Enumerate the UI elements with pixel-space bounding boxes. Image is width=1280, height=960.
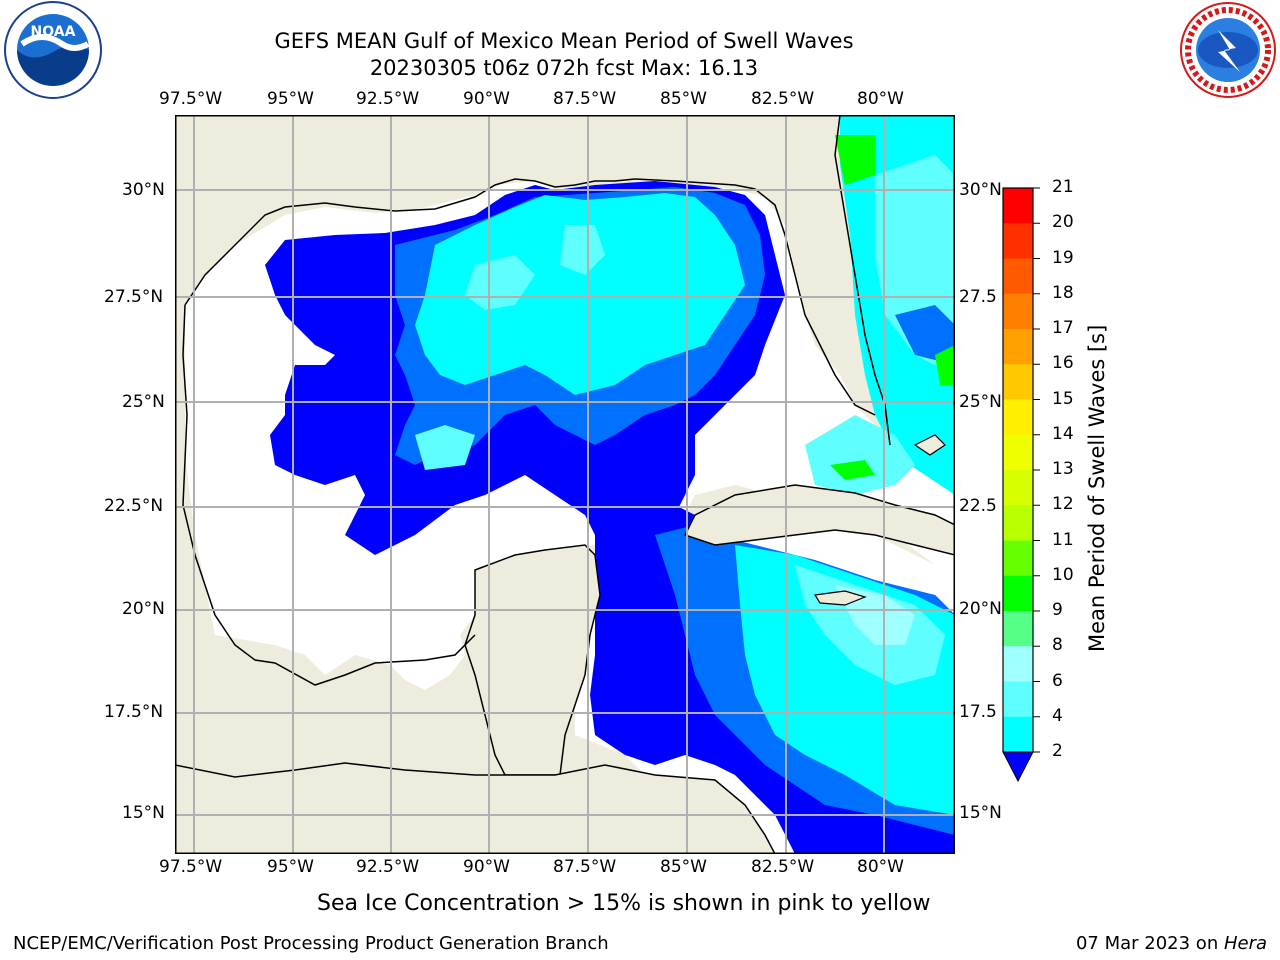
map-subtitle: 20230305 t06z 072h fcst Max: 16.13 — [369, 56, 759, 80]
atlantic-blue — [895, 305, 955, 365]
lon-label: 85°W — [660, 857, 707, 877]
colorbar-segment — [1003, 575, 1033, 612]
colorbar-segment — [1003, 716, 1033, 753]
yucatan-land — [464, 544, 601, 776]
footer-date-text: 07 Mar 2023 on — [1075, 933, 1224, 954]
colorbar-segment — [1003, 505, 1033, 541]
sea-ice-note: Sea Ice Concentration > 15% is shown in … — [317, 891, 931, 916]
nws-logo — [1180, 2, 1276, 98]
swell-6-8-gulf — [415, 193, 745, 395]
colorbar-tick-label: 14 — [1052, 423, 1074, 444]
colorbar — [1002, 187, 1040, 783]
lat-label: 17.5 — [959, 702, 997, 722]
colorbar-tick-label: 4 — [1052, 705, 1063, 726]
lon-label: 90°W — [463, 857, 510, 877]
colorbar-tick-label: 6 — [1052, 670, 1063, 691]
lat-label: 30°N — [959, 180, 1002, 200]
colorbar-segments — [1003, 188, 1033, 753]
lat-label: 17.5°N — [104, 702, 164, 722]
footer-date: 07 Mar 2023 on Hera — [1076, 933, 1267, 954]
colorbar-segment — [1003, 188, 1033, 224]
colorbar-segment — [1003, 399, 1033, 436]
colorbar-tick-label: 10 — [1052, 564, 1074, 585]
colorbar-label: Mean Period of Swell Waves [s] — [1085, 324, 1109, 652]
footer-credit: NCEP/EMC/Verification Post Processing Pr… — [13, 933, 609, 954]
lat-label: 30°N — [122, 180, 165, 200]
colorbar-tick-label: 18 — [1052, 282, 1074, 303]
lat-label: 25°N — [959, 392, 1002, 412]
swell-straits-green — [830, 460, 875, 480]
lat-label: 20°N — [959, 599, 1002, 619]
lon-label: 85°W — [660, 89, 707, 109]
colorbar-tick-label: 16 — [1052, 353, 1074, 374]
lon-label: 95°W — [267, 857, 314, 877]
lon-label: 80°W — [857, 857, 904, 877]
swell-8-9-patch-2 — [560, 225, 605, 275]
lon-label: 87.5°W — [553, 857, 617, 877]
colorbar-tick-label: 20 — [1052, 212, 1074, 233]
lat-label: 27.5°N — [104, 287, 164, 307]
lon-label: 97.5°W — [159, 857, 223, 877]
swell-8-9-patch-3 — [415, 425, 475, 470]
lat-label: 20°N — [122, 599, 165, 619]
colorbar-tick-label: 12 — [1052, 494, 1074, 515]
atlantic-green — [835, 135, 875, 185]
colorbar-segment — [1003, 293, 1033, 330]
lat-label: 22.5°N — [104, 496, 164, 516]
gulf-map — [175, 115, 955, 854]
colorbar-tick-label: 13 — [1052, 459, 1074, 479]
noaa-logo: NOAA — [4, 1, 102, 99]
colorbar-ticks — [1033, 187, 1040, 753]
lat-label: 22.5 — [959, 496, 997, 516]
colorbar-segment — [1003, 434, 1033, 471]
lat-label: 15°N — [959, 803, 1002, 823]
lon-label: 95°W — [267, 89, 314, 109]
colorbar-segment — [1003, 364, 1033, 400]
cuba-land — [683, 484, 955, 556]
colorbar-segment — [1003, 258, 1033, 295]
lat-label: 25°N — [122, 392, 165, 412]
colorbar-extend-arrow — [1002, 751, 1034, 783]
colorbar-tick-label: 9 — [1052, 600, 1063, 620]
bahamas-land — [913, 434, 946, 456]
lon-label: 82.5°W — [751, 89, 815, 109]
atlantic-green-2 — [935, 345, 955, 385]
colorbar-segment — [1003, 223, 1033, 259]
colorbar-tick-label: 11 — [1052, 529, 1074, 550]
colorbar-tick-label: 2 — [1052, 741, 1063, 761]
colorbar-tick-label: 19 — [1052, 247, 1074, 268]
lon-label: 90°W — [463, 89, 510, 109]
colorbar-segment — [1003, 540, 1033, 577]
colorbar-segment — [1003, 470, 1033, 506]
swell-straits — [805, 415, 915, 495]
lon-label: 97.5°W — [159, 89, 223, 109]
map-title: GEFS MEAN Gulf of Mexico Mean Period of … — [274, 29, 854, 53]
colorbar-segment — [1003, 681, 1033, 718]
lon-label: 87.5°W — [553, 89, 617, 109]
colorbar-tick-label: 17 — [1052, 318, 1074, 338]
lat-label: 27.5 — [959, 287, 997, 307]
footer-host: Hera — [1223, 933, 1267, 954]
map-frame — [175, 115, 955, 854]
map-gridlines — [175, 115, 955, 854]
central-america-land — [175, 762, 776, 854]
lon-label: 82.5°W — [751, 857, 815, 877]
colorbar-tick-label: 21 — [1052, 177, 1074, 197]
noaa-logo-text: NOAA — [31, 24, 76, 40]
colorbar-segment — [1003, 329, 1033, 365]
mexico-coast — [182, 206, 476, 686]
colorbar-segment — [1003, 611, 1033, 647]
lon-label: 92.5°W — [356, 857, 420, 877]
colorbar-tick-label: 15 — [1052, 388, 1074, 409]
lat-label: 15°N — [122, 803, 165, 823]
colorbar-segment — [1003, 646, 1033, 682]
jamaica-land — [813, 590, 867, 606]
colorbar-tick-label: 8 — [1052, 635, 1063, 656]
lon-label: 92.5°W — [356, 89, 420, 109]
lon-label: 80°W — [857, 89, 904, 109]
